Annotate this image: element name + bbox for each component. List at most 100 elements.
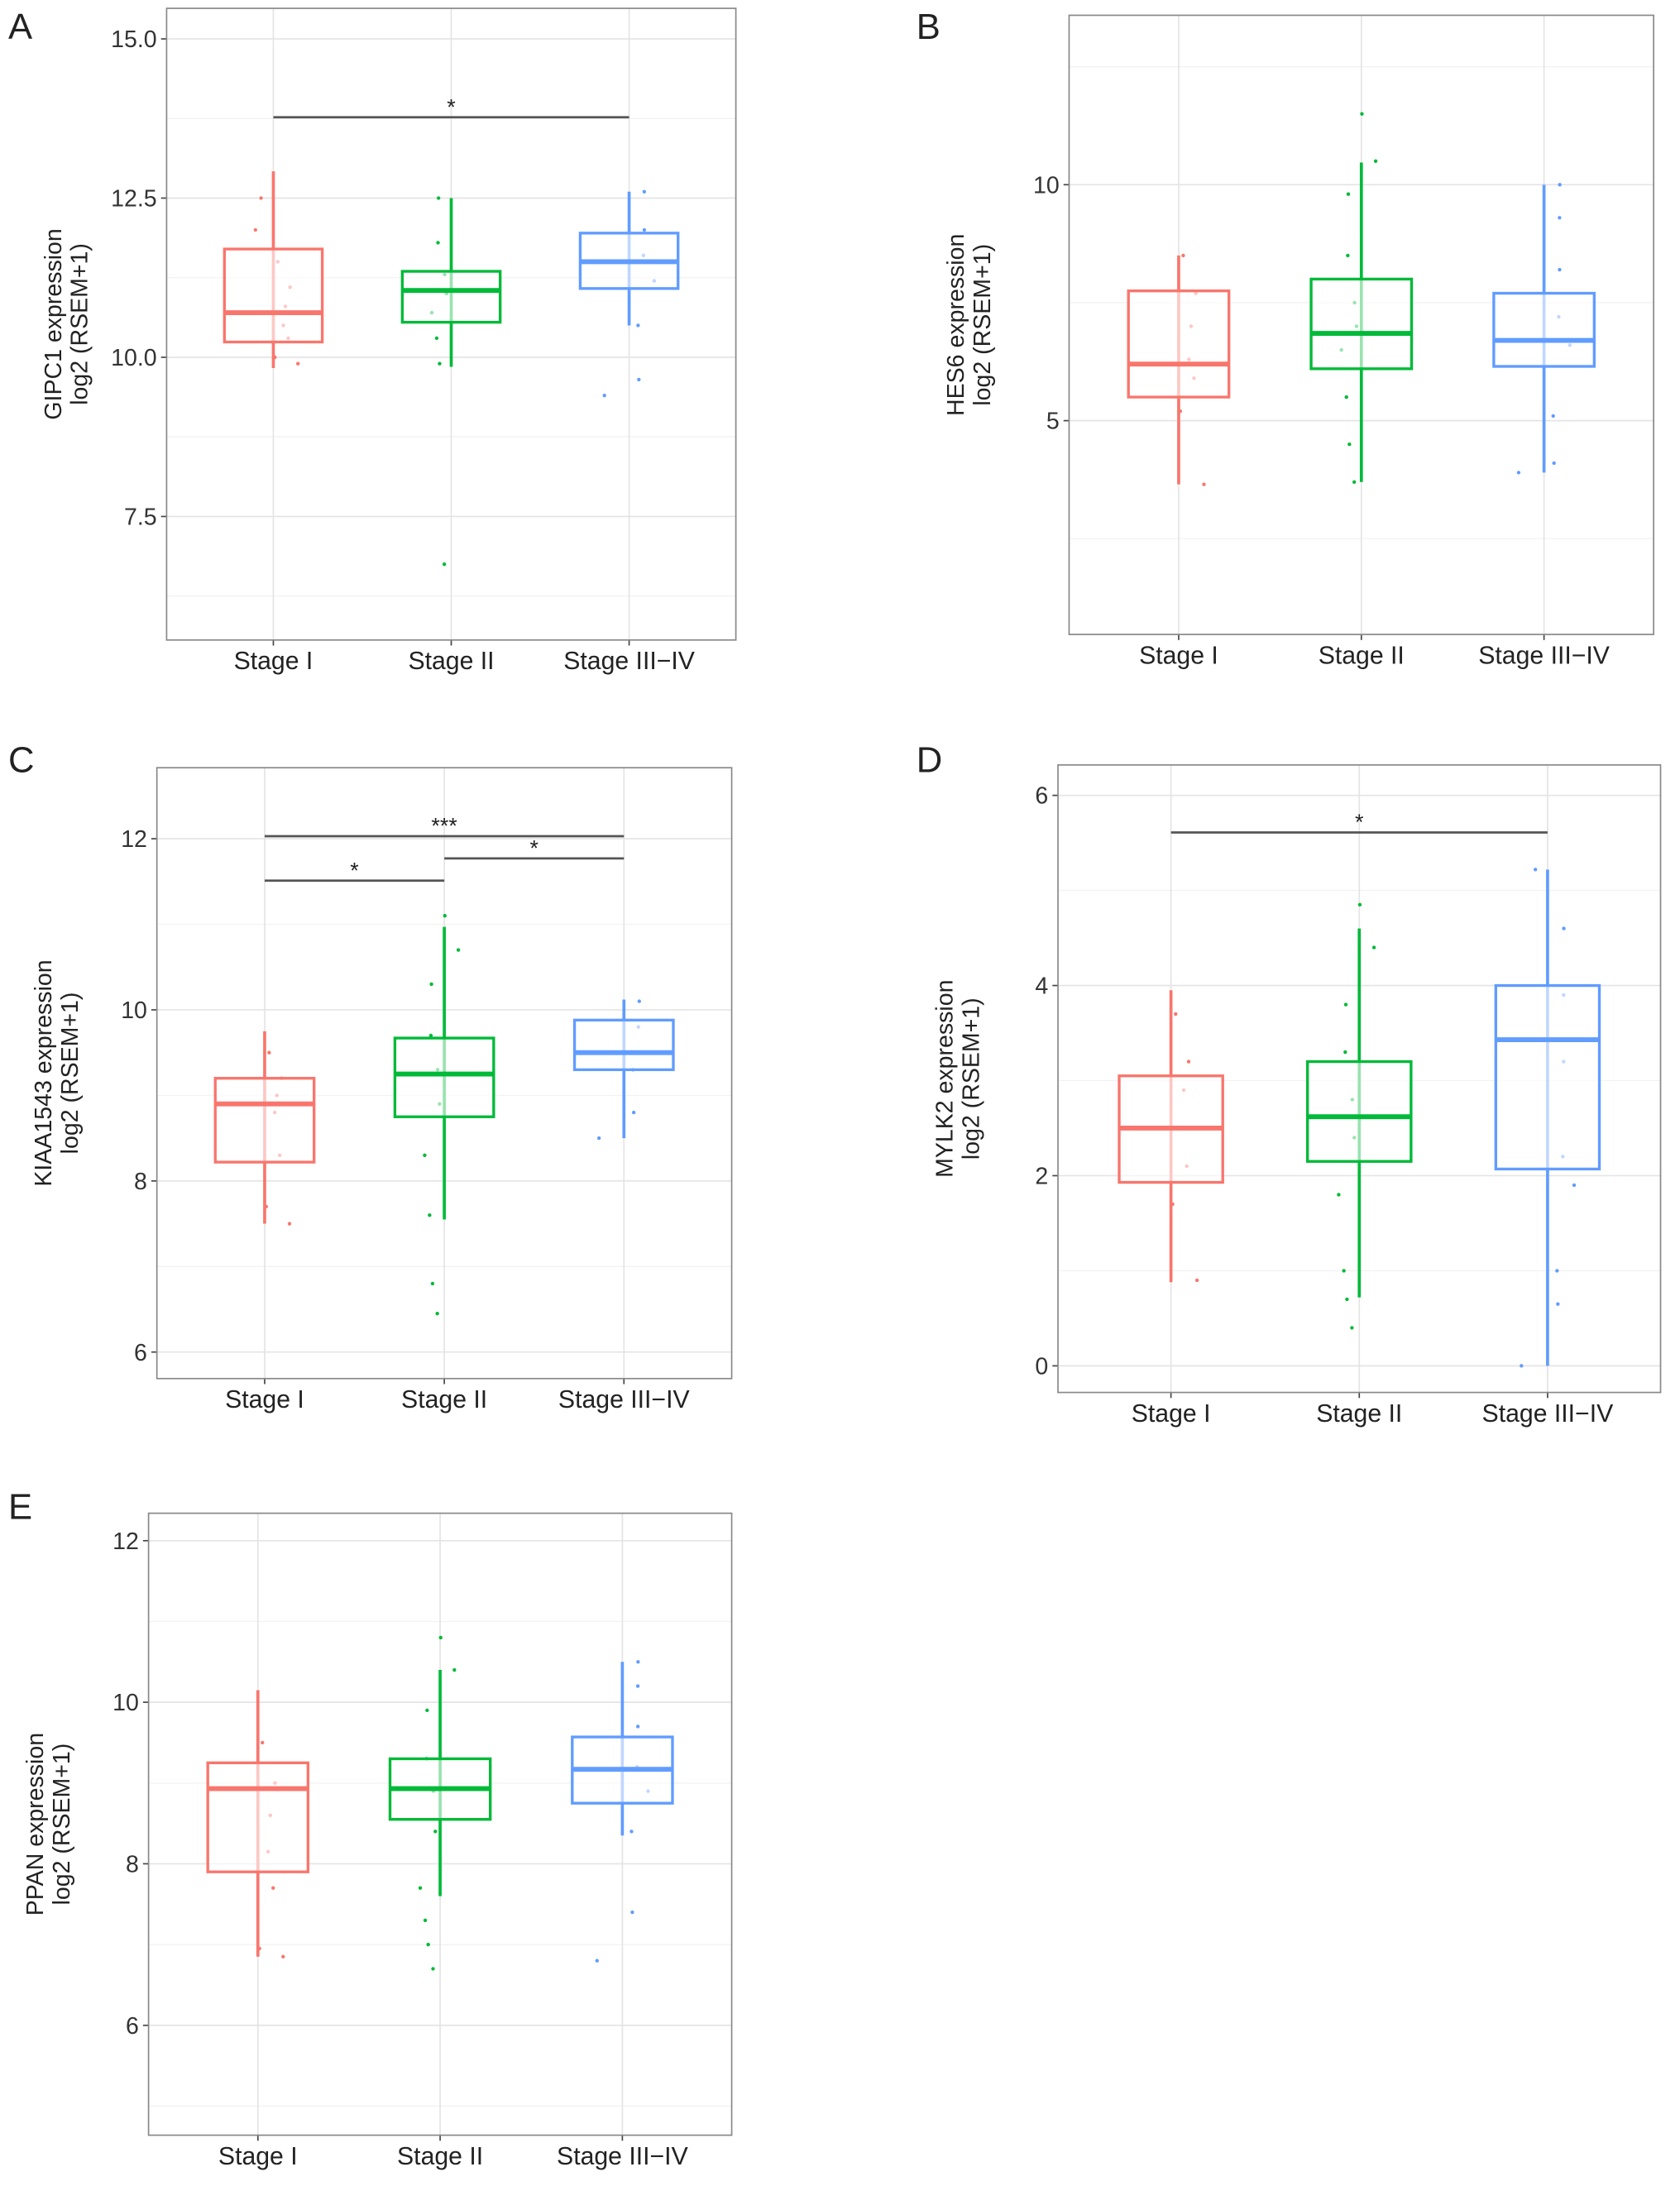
- y-tick-label: 6: [134, 1340, 147, 1366]
- y-tick-label: 0: [1035, 1353, 1048, 1380]
- data-point: [1344, 395, 1348, 399]
- y-tick-label: 15.0: [111, 26, 157, 53]
- data-point: [1555, 1269, 1559, 1273]
- data-point: [1360, 112, 1364, 116]
- significance-label: *: [1355, 810, 1364, 835]
- data-point: [636, 323, 640, 328]
- x-tick-label: Stage II: [1316, 1400, 1402, 1428]
- panel: 15.0 12.5 10.0 7.5 Stage I Stage II Stage III−…: [8, 7, 737, 675]
- significance-label: ***: [431, 814, 457, 839]
- data-point: [1556, 1302, 1560, 1306]
- y-tick-label: 6: [126, 2013, 139, 2040]
- data-point: [267, 1050, 271, 1055]
- data-point: [635, 1684, 640, 1688]
- y-axis-title: GIPC1 expression: [41, 228, 67, 419]
- data-point: [438, 361, 442, 366]
- data-point: [433, 1830, 438, 1834]
- data-point: [423, 1918, 428, 1922]
- data-point: [436, 196, 441, 200]
- data-point: [1181, 253, 1185, 258]
- data-point: [259, 196, 263, 200]
- x-tick-label: Stage III−IV: [557, 2143, 689, 2170]
- data-point: [1342, 1269, 1346, 1273]
- significance-label: *: [529, 836, 538, 861]
- x-tick-label: Stage I: [1132, 1400, 1211, 1428]
- data-point: [1516, 471, 1521, 475]
- data-point: [428, 1033, 433, 1038]
- plot-border: [147, 1512, 733, 2136]
- y-axis-title: MYLK2 expression: [931, 980, 958, 1178]
- x-tick-label: Stage III−IV: [1482, 1400, 1615, 1428]
- data-point: [642, 189, 647, 194]
- data-point: [1343, 1050, 1347, 1055]
- box: [400, 270, 502, 324]
- data-point: [1346, 192, 1351, 196]
- data-point: [1337, 1193, 1341, 1197]
- data-point: [1346, 253, 1350, 258]
- data-point: [1350, 1326, 1354, 1330]
- data-point: [637, 999, 641, 1003]
- data-point: [429, 982, 433, 987]
- data-point: [281, 1954, 285, 1959]
- data-point: [1174, 1012, 1178, 1016]
- panel: 12 10 8 6 Stage I Stage II Stage III−IV PPAN ex…: [8, 1486, 733, 2170]
- data-point: [436, 241, 440, 245]
- data-point: [1194, 1278, 1199, 1283]
- y-axis-title: log2 (RSEM+1): [49, 1744, 75, 1906]
- panel-letter: C: [8, 739, 35, 780]
- data-point: [261, 1740, 265, 1745]
- data-point: [630, 1910, 634, 1915]
- data-point: [631, 1110, 636, 1115]
- data-point: [438, 1635, 443, 1640]
- data-point: [1558, 216, 1562, 220]
- y-tick-label: 7.5: [124, 505, 157, 531]
- x-tick-label: Stage II: [1319, 642, 1405, 669]
- data-point: [428, 1213, 432, 1217]
- box: [1309, 277, 1414, 371]
- panel-letter: A: [8, 7, 33, 47]
- data-point: [452, 1667, 457, 1672]
- y-tick-label: 10: [112, 1690, 139, 1716]
- data-point: [1572, 1183, 1577, 1188]
- panel: 6 4 2 0 Stage I Stage II Stage III−IV MYLK2 exp…: [917, 739, 1662, 1428]
- box: [572, 1018, 675, 1072]
- significance-label: *: [350, 858, 359, 883]
- data-point: [423, 1153, 427, 1157]
- significance-label: *: [447, 94, 456, 119]
- data-point: [287, 1222, 292, 1226]
- data-point: [602, 393, 606, 398]
- box: [1494, 983, 1601, 1171]
- x-tick-label: Stage I: [218, 2143, 298, 2170]
- data-point: [418, 1886, 423, 1890]
- data-point: [1352, 480, 1357, 484]
- y-tick-label: 10.0: [111, 345, 157, 371]
- panel-letter: E: [8, 1486, 32, 1527]
- x-tick-label: Stage III−IV: [1478, 642, 1611, 669]
- data-point: [1373, 159, 1378, 163]
- panel-letter: D: [917, 739, 943, 780]
- x-tick-label: Stage III−IV: [563, 648, 696, 675]
- plot-border: [156, 767, 733, 1380]
- data-point: [430, 1281, 435, 1286]
- y-tick-label: 12.5: [111, 186, 157, 213]
- data-point: [629, 1830, 634, 1834]
- y-tick-label: 6: [1035, 783, 1048, 810]
- data-point: [1552, 461, 1556, 466]
- x-tick-label: Stage II: [397, 2143, 483, 2170]
- y-axis-title: PPAN expression: [22, 1733, 49, 1916]
- data-point: [456, 948, 461, 952]
- y-axis-title: KIAA1543 expression: [31, 959, 57, 1186]
- y-axis-title: log2 (RSEM+1): [67, 243, 93, 405]
- plot-border: [1068, 14, 1654, 635]
- box: [223, 247, 324, 344]
- data-point: [1343, 1002, 1348, 1007]
- data-point: [1551, 414, 1555, 419]
- y-axis-title: log2 (RSEM+1): [969, 244, 996, 406]
- data-point: [636, 1660, 640, 1664]
- y-tick-label: 8: [126, 1851, 139, 1877]
- box: [1492, 291, 1596, 368]
- data-point: [296, 361, 300, 366]
- y-tick-label: 8: [134, 1169, 147, 1195]
